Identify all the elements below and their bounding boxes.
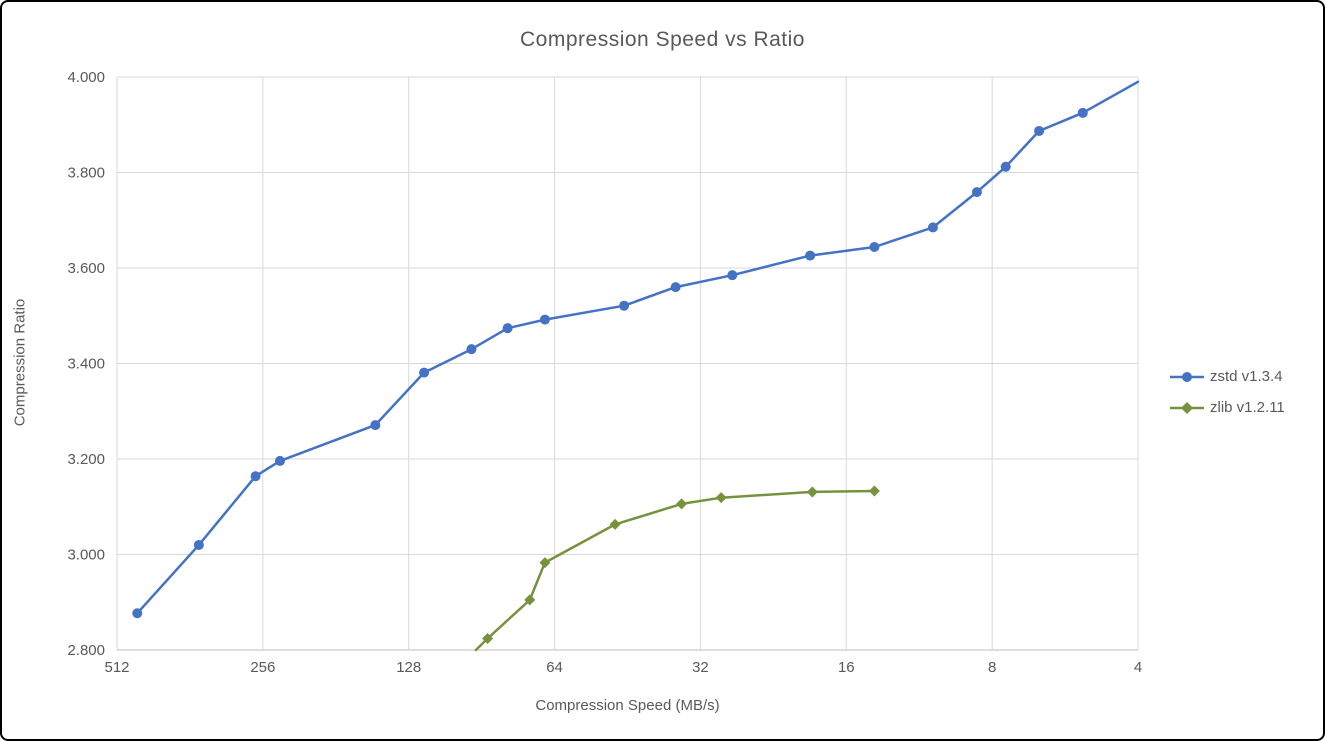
data-point-marker [670, 282, 681, 293]
data-point-marker [539, 557, 551, 569]
data-point-marker [715, 492, 727, 504]
y-tick-label: 2.800 [67, 642, 105, 659]
series-line-1 [474, 489, 876, 652]
data-point-marker [482, 633, 494, 645]
legend-item-zstd: zstd v1.3.4 [1170, 368, 1285, 385]
data-point-marker [193, 539, 204, 550]
x-tick-label: 32 [692, 659, 709, 676]
legend-marker-zstd-icon [1170, 371, 1204, 382]
y-tick-label: 3.800 [67, 165, 105, 182]
x-tick-label: 256 [250, 659, 275, 676]
y-tick-label: 3.200 [67, 451, 105, 468]
legend-item-zlib: zlib v1.2.11 [1170, 399, 1285, 416]
data-point-marker [502, 323, 513, 334]
data-point-marker [805, 250, 816, 261]
legend: zstd v1.3.4 zlib v1.2.11 [1170, 368, 1285, 416]
data-point-marker [727, 270, 738, 281]
data-point-marker [274, 455, 285, 466]
y-tick-label: 3.000 [67, 547, 105, 564]
data-point-marker [524, 594, 536, 606]
data-point-marker [1000, 161, 1011, 172]
x-axis-title: Compression Speed (MB/s) [535, 697, 720, 714]
data-point-marker [466, 344, 477, 355]
data-point-marker [619, 300, 630, 311]
data-point-marker [676, 498, 688, 510]
legend-label-zstd: zstd v1.3.4 [1210, 368, 1283, 385]
data-point-marker [370, 420, 381, 431]
data-point-marker [869, 241, 880, 252]
x-tick-label: 8 [988, 659, 996, 676]
x-tick-label: 512 [104, 659, 129, 676]
chart-title: Compression Speed vs Ratio [520, 28, 805, 51]
y-tick-label: 4.000 [67, 69, 105, 86]
legend-marker-zlib-icon [1170, 401, 1204, 414]
y-tick-label: 3.400 [67, 356, 105, 373]
data-point-marker [250, 471, 261, 482]
data-point-marker [419, 367, 430, 378]
x-tick-label: 4 [1134, 659, 1142, 676]
data-point-marker [609, 518, 621, 530]
series-line-0 [136, 80, 1140, 615]
y-tick-label: 3.600 [67, 260, 105, 277]
data-point-marker [927, 222, 938, 233]
data-point-marker [1077, 107, 1088, 118]
x-tick-label: 128 [396, 659, 421, 676]
data-point-marker [132, 608, 143, 619]
x-tick-label: 16 [838, 659, 855, 676]
data-point-marker [1034, 125, 1045, 136]
data-point-marker [971, 187, 982, 198]
y-axis-title: Compression Ratio [11, 298, 29, 427]
data-point-marker [806, 486, 818, 498]
data-point-marker [868, 485, 880, 497]
x-tick-label: 64 [546, 659, 563, 676]
data-point-marker [539, 314, 550, 325]
legend-label-zlib: zlib v1.2.11 [1210, 399, 1285, 416]
